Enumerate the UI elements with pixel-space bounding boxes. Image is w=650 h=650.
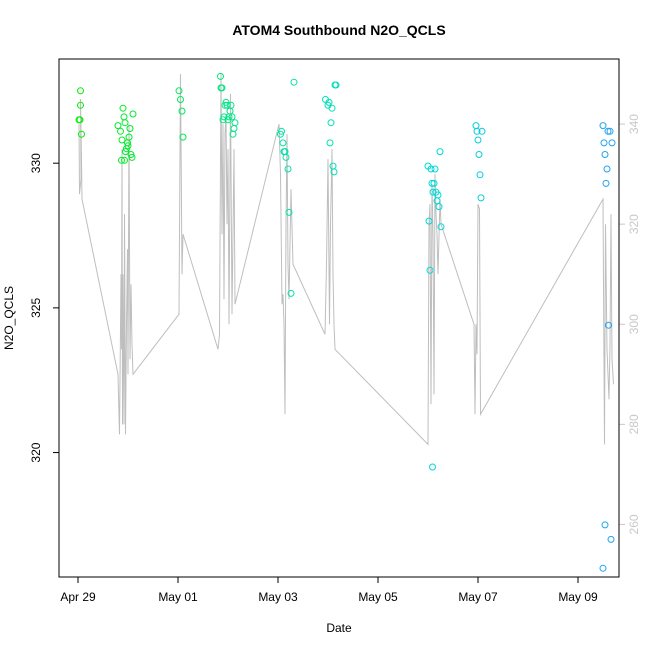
- data-point: [127, 151, 135, 158]
- data-point: [121, 119, 129, 127]
- data-point: [435, 203, 443, 211]
- data-point: [476, 171, 484, 179]
- data-point: [287, 289, 295, 297]
- y2-tick-label: 340: [627, 114, 641, 134]
- data-point: [437, 223, 445, 231]
- y2-tick-label: 260: [627, 514, 641, 534]
- data-point: [326, 139, 334, 147]
- data-point: [605, 321, 612, 329]
- data-point: [128, 153, 136, 161]
- data-point: [227, 101, 235, 109]
- data-point: [125, 133, 133, 141]
- data-point: [279, 139, 287, 147]
- x-tick-label: May 01: [158, 590, 198, 604]
- secondary-trace-layer: [78, 73, 614, 446]
- data-point: [436, 148, 444, 156]
- data-point: [606, 127, 614, 135]
- data-point: [118, 156, 125, 164]
- y-tick-label: 325: [29, 298, 43, 318]
- data-point: [114, 122, 122, 130]
- data-point: [608, 139, 616, 147]
- data-point: [328, 104, 336, 112]
- data-point: [332, 81, 340, 89]
- data-point: [76, 116, 84, 124]
- x-tick-label: May 09: [558, 590, 598, 604]
- data-point: [330, 168, 338, 176]
- data-point: [277, 130, 284, 138]
- x-tick-label: Apr 29: [60, 590, 96, 604]
- y2-tick-label: 320: [627, 214, 641, 234]
- data-point: [129, 110, 137, 118]
- data-point: [282, 153, 290, 161]
- y2-tick-label: 280: [627, 414, 641, 434]
- data-point: [600, 139, 608, 147]
- data-point: [431, 165, 439, 173]
- data-point: [325, 98, 333, 106]
- data-point: [607, 535, 615, 543]
- data-point: [429, 188, 437, 196]
- data-point: [121, 156, 128, 164]
- data-point: [117, 127, 124, 135]
- data-point: [126, 125, 134, 132]
- data-point: [427, 165, 435, 173]
- data-point: [124, 142, 132, 150]
- data-point: [284, 165, 292, 173]
- data-point: [222, 98, 230, 106]
- data-point: [430, 179, 438, 187]
- data-point: [78, 130, 85, 138]
- data-points-layer: [75, 72, 616, 572]
- data-point: [77, 87, 84, 95]
- data-point: [473, 127, 481, 135]
- data-point: [601, 151, 609, 158]
- data-point: [599, 564, 607, 572]
- data-point: [118, 136, 126, 144]
- x-tick-label: May 03: [258, 590, 298, 604]
- x-axis-label: Date: [326, 621, 352, 635]
- data-point: [223, 101, 231, 109]
- data-point: [285, 208, 293, 216]
- data-point: [231, 119, 239, 127]
- data-point: [290, 78, 298, 86]
- data-point: [219, 116, 227, 124]
- data-point: [278, 127, 285, 135]
- data-point: [77, 101, 84, 109]
- data-point: [217, 72, 224, 80]
- data-point: [601, 521, 609, 529]
- data-point: [604, 127, 612, 135]
- data-point: [428, 179, 436, 187]
- data-point: [478, 127, 486, 135]
- data-point: [218, 84, 226, 92]
- data-point: [429, 463, 436, 471]
- data-point: [434, 191, 442, 199]
- y-tick-label: 320: [29, 442, 43, 462]
- data-point: [179, 133, 187, 141]
- data-point: [599, 122, 607, 130]
- y-tick-label: 330: [29, 153, 43, 173]
- y2-tick-label: 300: [627, 314, 641, 334]
- data-point: [477, 194, 485, 202]
- plot-frame: [58, 58, 620, 578]
- x-tick-label: May 07: [458, 590, 498, 604]
- data-point: [474, 136, 482, 144]
- data-point: [178, 107, 186, 115]
- data-point: [175, 87, 183, 95]
- data-point: [119, 104, 127, 112]
- chart-title: ATOM4 Southbound N2O_QCLS: [232, 22, 445, 38]
- data-point: [425, 217, 433, 225]
- x-tick-label: May 05: [358, 590, 398, 604]
- data-point: [475, 151, 483, 158]
- data-point: [602, 179, 610, 187]
- data-point: [603, 165, 611, 173]
- data-point: [426, 266, 434, 274]
- data-point: [327, 119, 335, 127]
- data-point: [177, 96, 184, 103]
- y-axis-label: N2O_QCLS: [2, 286, 16, 350]
- data-point: [122, 148, 129, 156]
- secondary-trace-line: [78, 73, 614, 446]
- data-point: [228, 113, 236, 121]
